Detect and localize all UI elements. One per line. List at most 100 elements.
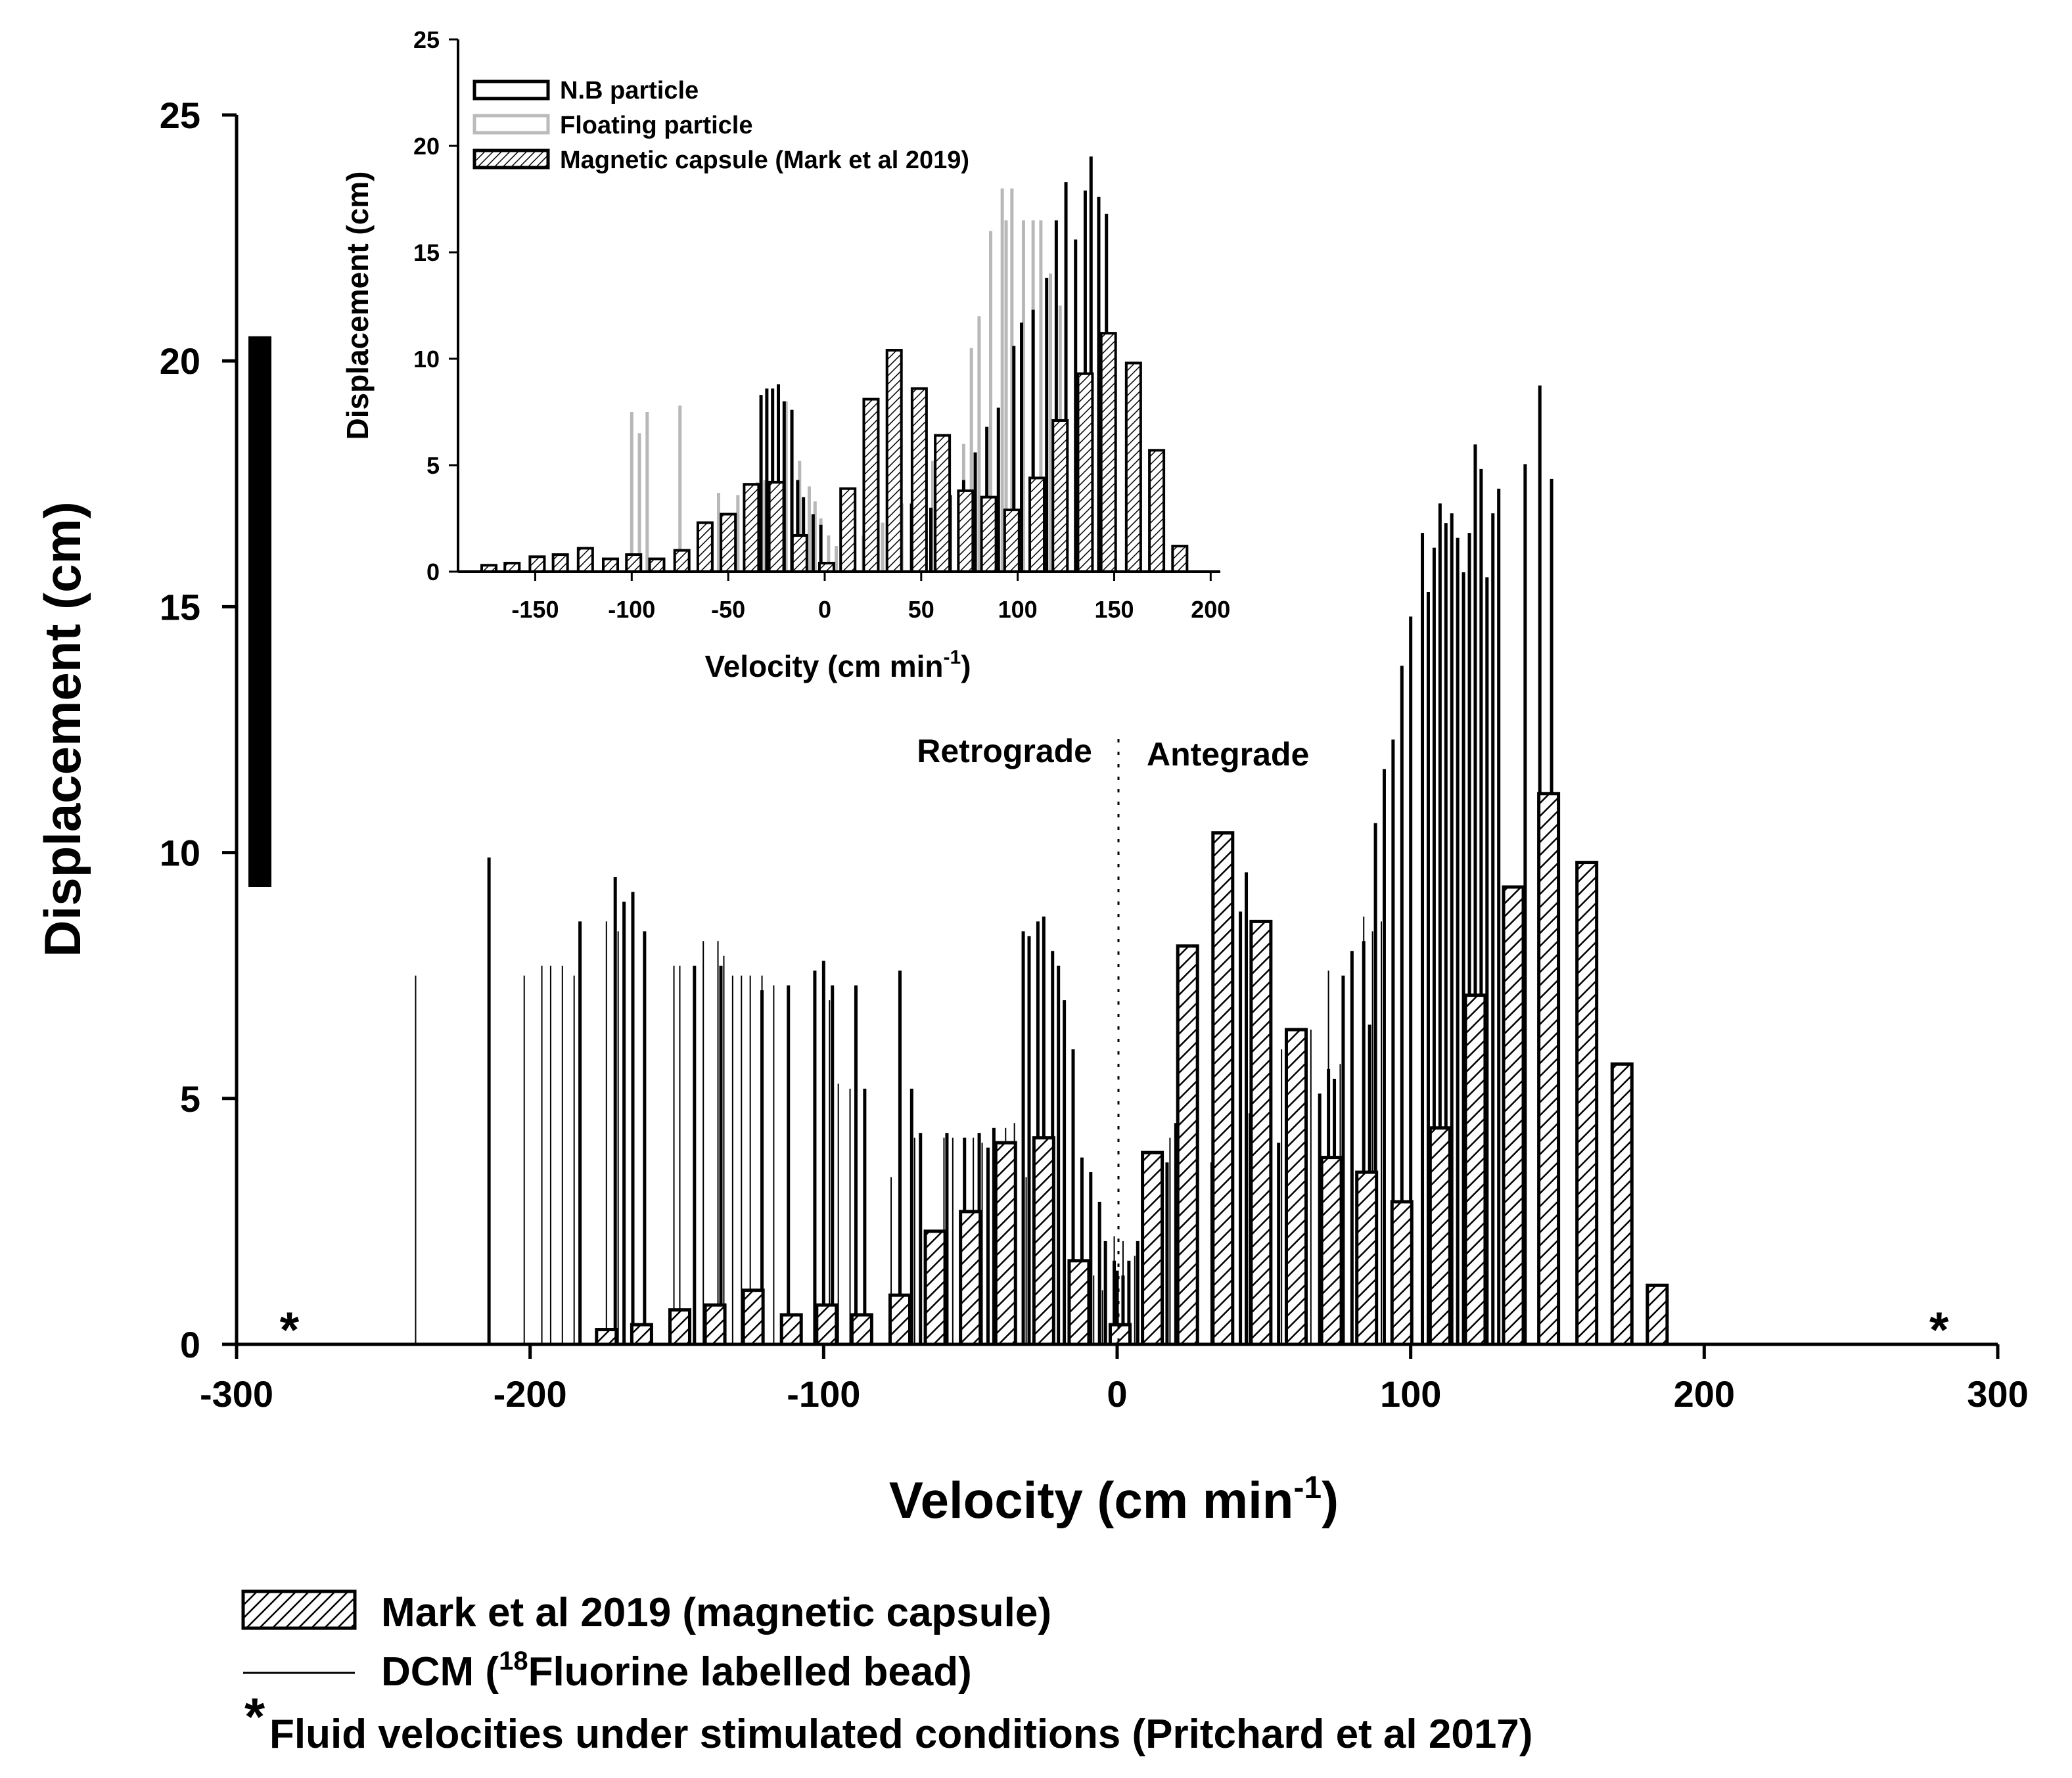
inset-capsule-bar [528,555,546,574]
main-fluid-velocity-star: * [280,1302,300,1358]
inset-ticks: -150 -100 -50 0 50 100 150 200 0 5 10 15 20 25 [413,26,1230,623]
main-capsule-bar [1646,1283,1669,1346]
main-region-label-antegrade: Antegrade [1147,736,1309,773]
legend-swatch-capsule [241,1589,357,1630]
main-capsule-bar [888,1293,911,1346]
inset-capsule-bar [1124,361,1142,573]
main-capsule-bar [1211,831,1235,1346]
inset-capsule-bar [551,553,569,574]
inset-capsule-bar [720,513,737,574]
main-y-tick-label: 5 [180,1078,200,1120]
main-x-tick-label: 0 [1107,1373,1127,1415]
main-x-axis-title: Velocity (cm min-1) [889,1470,1339,1529]
inset-legend-label-floating: Floating particle [560,112,752,139]
inset-capsule-bar [1099,332,1117,573]
inset-capsule-bar [839,487,857,574]
inset-y-tick-label: 10 [413,346,440,373]
main-capsule-bar [630,1323,653,1346]
inset-x-tick-label: 0 [818,596,831,623]
main-fluid-velocity-star: * [1929,1302,1949,1358]
inset-legend-label-nb: N.B particle [560,77,699,104]
main-y-tick-label: 10 [160,832,200,874]
legend-item-capsule: Mark et al 2019 (magnetic capsule) [241,1589,1051,1635]
inset-capsule-bar [957,489,975,574]
main-capsule-bar [668,1308,691,1346]
main-y-tick-label: 20 [160,340,200,382]
inset-y-tick-label: 15 [413,239,440,266]
inset-capsule-bar [696,521,714,573]
inset-x-tick-label: 50 [908,596,934,623]
main-capsule-bar [1141,1151,1164,1346]
inset-y-tick-label: 20 [413,133,440,160]
inset-capsule-bar [934,434,952,574]
inset-capsule-bar [1003,509,1021,573]
main-capsule-bar [779,1313,803,1346]
main-capsule-bar [994,1141,1017,1346]
main-capsule-bar [1537,792,1561,1346]
inset-capsule-bar [1148,449,1166,573]
inset-legend-swatch-nb [472,80,550,101]
main-x-tick-label: 200 [1674,1373,1735,1415]
inset-capsule-bar [791,534,808,573]
main-range-bar [248,336,271,887]
main-capsule-bar [1463,993,1487,1346]
inset-y-tick-label: 25 [413,26,440,53]
main-x-tick-label: 300 [1967,1373,2028,1415]
main-capsule-bar [1032,1136,1055,1346]
main-y-tick-label: 0 [180,1324,200,1365]
main-capsule-bar [850,1313,873,1346]
main-capsule-bar [1355,1170,1379,1346]
main-x-tick-label: -200 [494,1373,567,1415]
main-capsule-bar [1610,1062,1634,1346]
inset-x-tick-label: -100 [608,596,655,623]
main-capsule-bar [1320,1156,1343,1346]
inset-capsule-bar [768,480,785,573]
main-capsule-bar [815,1303,839,1346]
main-y-axis-title: Displacement (cm) [34,501,91,957]
inset-capsule-bar [648,557,666,573]
inset-y-tick-label: 0 [426,558,440,585]
main-capsule-bar [1284,1028,1308,1346]
inset-capsule-bar [1171,545,1189,573]
inset-capsule-bar [602,557,619,573]
main-x-tick-label: -100 [787,1373,860,1415]
inset-x-tick-label: -50 [711,596,745,623]
inset-capsule-bar [576,547,594,573]
main-capsule-bar [1108,1323,1132,1346]
inset-capsule-bar [1051,419,1069,574]
inset-capsule-bar [625,553,643,574]
main-legend: Mark et al 2019 (magnetic capsule) DCM (… [241,1589,1532,1757]
inset-chart: -150 -100 -50 0 50 100 150 200 0 5 10 15 20 25 N.B pa… [340,26,1235,683]
legend-label-fluid: Fluid velocities under stimulated condit… [269,1712,1532,1757]
main-x-tick-label: 100 [1380,1373,1441,1415]
inset-axes [457,39,1220,573]
main-region-label-retrograde: Retrograde [917,733,1092,769]
main-capsule-bar [703,1303,727,1346]
main-capsule-bar [923,1229,947,1346]
main-capsule-bar [1067,1259,1091,1346]
inset-legend-item-nb: N.B particle [472,77,699,104]
legend-label-capsule: Mark et al 2019 (magnetic capsule) [381,1590,1051,1635]
inset-y-axis-title: Displacement (cm) [340,171,375,440]
inset-capsule-bar [980,495,998,573]
inset-legend-item-capsule: Magnetic capsule (Mark et al 2019) [472,147,969,174]
main-capsule-bar [1575,861,1599,1346]
inset-capsule-bar [1076,372,1094,573]
main-y-tick-label: 15 [160,586,200,627]
main-x-tick-label: -300 [200,1373,273,1415]
inset-legend-label-capsule: Magnetic capsule (Mark et al 2019) [560,147,969,174]
inset-plot-area [480,156,1189,574]
legend-item-fluid: * Fluid velocities under stimulated cond… [244,1687,1532,1757]
main-capsule-bar [1176,944,1199,1346]
inset-legend-swatch-capsule [472,148,550,170]
inset-x-tick-label: 150 [1094,596,1134,623]
inset-legend: N.B particle Floating particle Magnetic … [472,77,969,174]
main-capsule-bar [1502,885,1525,1346]
main-capsule-bar [1249,919,1273,1346]
legend-item-dcm: DCM (18Fluorine labelled bead) [243,1647,972,1695]
inset-capsule-bar [673,549,691,573]
main-capsule-bar [959,1210,982,1346]
inset-legend-swatch-floating [472,114,550,135]
